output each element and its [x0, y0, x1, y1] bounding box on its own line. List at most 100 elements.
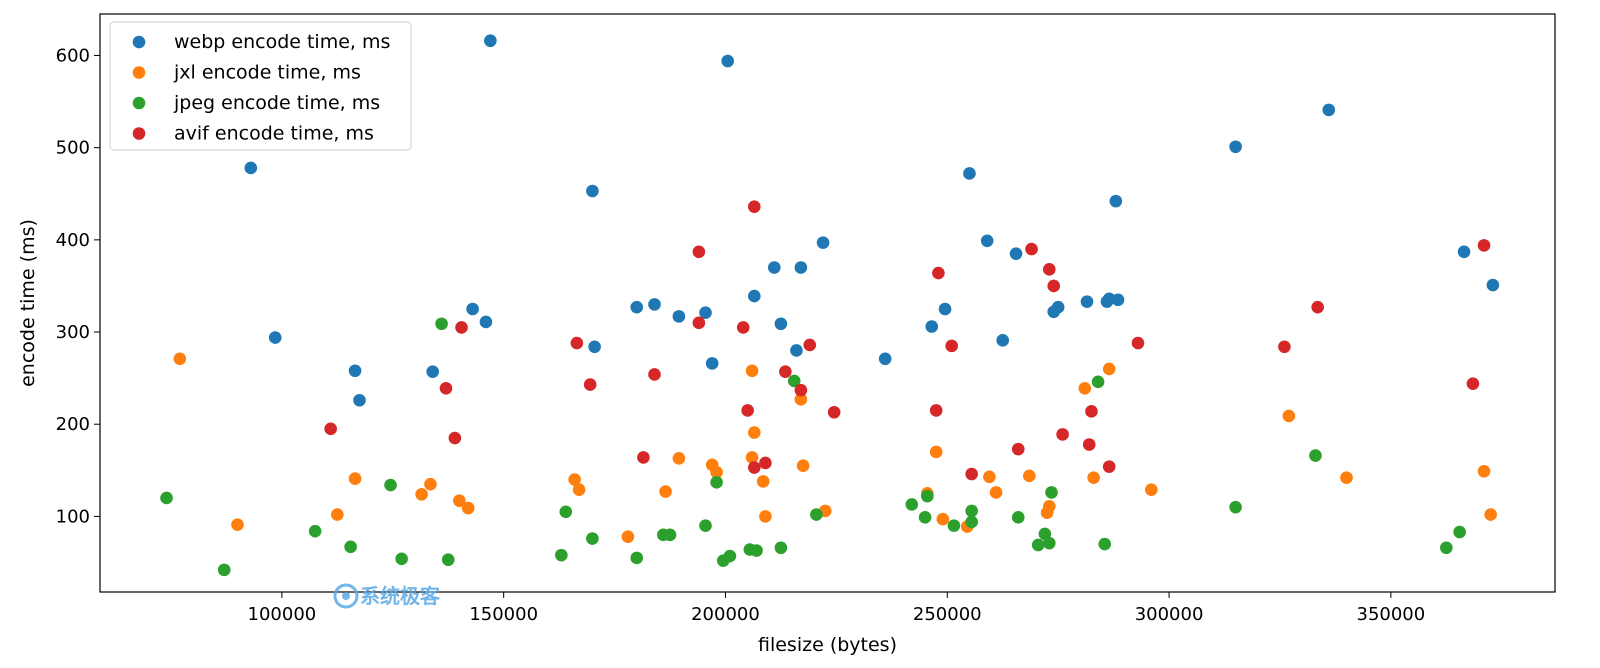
avif-point	[741, 404, 754, 417]
avif-point	[448, 431, 462, 445]
jxl-point	[748, 426, 761, 439]
x-tick-label: 100000	[248, 604, 317, 625]
jxl-point	[756, 475, 770, 488]
jxl-point	[453, 494, 466, 508]
jxl-point	[1042, 499, 1056, 513]
jxl-point	[1282, 409, 1296, 423]
avif-point	[455, 321, 468, 334]
avif-point	[324, 422, 337, 436]
jpeg-point	[384, 478, 397, 492]
jxl-point	[415, 487, 428, 501]
legend-label-jxl: jxl encode time, ms	[173, 62, 361, 84]
avif-point	[570, 336, 584, 350]
webp-point	[1486, 278, 1500, 292]
avif-point	[748, 200, 761, 213]
jpeg-point	[965, 515, 978, 529]
avif-point	[748, 461, 761, 474]
avif-point	[1047, 279, 1061, 293]
jpeg-point	[586, 532, 599, 545]
jpeg-point	[1309, 449, 1322, 462]
webp-point	[980, 234, 994, 248]
jpeg-point	[1229, 500, 1242, 514]
jpeg-point	[1045, 486, 1058, 499]
webp-point	[1322, 103, 1336, 117]
jpeg-point	[1011, 511, 1025, 524]
x-tick-label: 200000	[691, 604, 760, 625]
webp-point	[268, 331, 282, 344]
avif-point	[736, 321, 750, 334]
watermark-text: 系统极客	[360, 584, 441, 608]
legend-label-webp: webp encode time, ms	[174, 31, 390, 53]
webp-point	[794, 261, 808, 274]
avif-point	[929, 404, 943, 417]
webp-point	[774, 317, 788, 331]
avif-point	[1042, 263, 1056, 276]
webp-point	[466, 302, 479, 316]
jxl-point	[796, 459, 810, 473]
avif-point	[965, 467, 978, 481]
x-axis-label: filesize (bytes)	[758, 634, 897, 656]
webp-point	[484, 34, 497, 48]
jpeg-point	[559, 505, 573, 519]
jpeg-point	[965, 504, 978, 518]
jpeg-point	[344, 540, 357, 554]
series-webp	[244, 34, 1500, 407]
y-tick-label: 200	[56, 414, 90, 435]
webp-point	[479, 315, 493, 329]
jxl-point	[1102, 362, 1116, 376]
jxl-point	[1078, 381, 1092, 395]
webp-point	[1051, 300, 1065, 314]
series-jxl	[173, 352, 1497, 543]
jxl-point	[989, 486, 1003, 499]
watermark: 系统极客	[333, 583, 441, 609]
jxl-point	[745, 364, 759, 378]
jpeg-point	[441, 553, 455, 567]
webp-point	[790, 344, 803, 357]
webp-point	[1457, 245, 1471, 259]
avif-point	[803, 338, 817, 352]
jpeg-point	[555, 548, 568, 562]
webp-point	[816, 236, 830, 249]
x-tick-label: 250000	[913, 604, 982, 625]
legend-marker-jpeg	[132, 96, 146, 110]
jpeg-point	[723, 549, 737, 563]
jxl-point	[929, 445, 943, 459]
jpeg-point	[308, 524, 322, 538]
webp-point	[1229, 140, 1242, 154]
avif-point	[692, 245, 706, 259]
jpeg-point	[217, 563, 231, 577]
jpeg-point	[1440, 541, 1453, 555]
jxl-point	[621, 530, 635, 543]
y-axis-label: encode time (ms)	[17, 219, 39, 387]
webp-point	[588, 340, 601, 354]
webp-point	[699, 306, 712, 319]
x-tick-label: 300000	[1135, 604, 1204, 625]
avif-point	[1131, 336, 1145, 350]
webp-point	[630, 300, 644, 314]
jpeg-point	[630, 551, 644, 565]
jxl-point	[1477, 464, 1491, 478]
jpeg-point	[774, 541, 788, 555]
y-tick-label: 500	[56, 138, 90, 159]
y-tick-label: 100	[56, 506, 90, 527]
jpeg-point	[435, 317, 448, 331]
legend-label-jpeg: jpeg encode time, ms	[173, 92, 380, 114]
y-tick-label: 600	[56, 45, 90, 66]
webp-point	[353, 393, 366, 407]
jpeg-point	[1098, 537, 1112, 551]
jxl-point	[759, 510, 772, 523]
avif-point	[583, 378, 597, 391]
webp-point	[1080, 295, 1094, 308]
jxl-point	[331, 508, 344, 521]
jxl-point	[1087, 471, 1100, 484]
avif-point	[779, 365, 792, 378]
jxl-point	[983, 470, 996, 484]
jxl-point	[710, 465, 723, 479]
legend-marker-jxl	[132, 66, 146, 79]
series-avif	[324, 200, 1491, 481]
jpeg-point	[905, 498, 919, 511]
webp-point	[748, 289, 761, 303]
avif-point	[1011, 442, 1025, 456]
avif-point	[1025, 242, 1038, 256]
